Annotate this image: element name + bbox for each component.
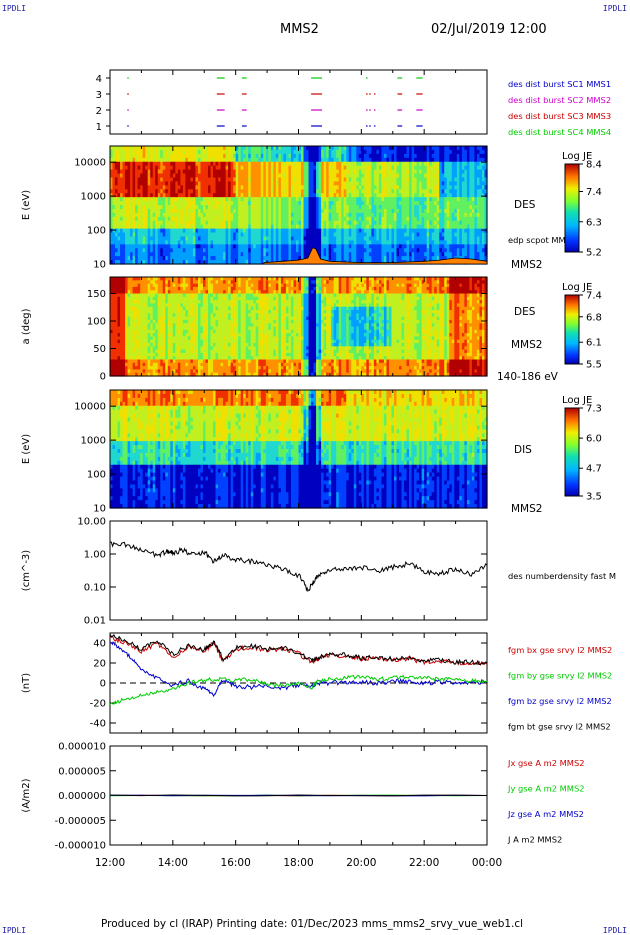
y-tick-label: 2 <box>96 106 102 117</box>
des-energy-sc-label: MMS2 <box>511 259 542 271</box>
y-tick-label: 100 <box>87 226 106 237</box>
y-tick-label: 10000 <box>74 158 106 169</box>
burst-legend-entry: des dist burst SC4 MMS4 <box>508 127 611 137</box>
des-pitch-heatmap <box>110 277 488 377</box>
y-tick-label: 4 <box>96 74 102 85</box>
des-energy-heatmap <box>110 146 488 265</box>
burst-legend-entry: des dist burst SC1 MMS1 <box>508 79 611 89</box>
y-tick-label: 1000 <box>81 192 106 203</box>
burst-panel-frame <box>110 70 487 134</box>
y-tick-label: 3 <box>96 90 102 101</box>
colorbar-tick-label: 6.3 <box>586 217 602 228</box>
des-label: DES <box>514 199 536 211</box>
colorbar <box>565 164 579 252</box>
colorbar-tick-label: 5.2 <box>586 248 602 259</box>
colorbar-tick-label: 8.4 <box>586 160 602 171</box>
burst-legend-entry: des dist burst SC3 MMS3 <box>508 111 611 121</box>
y-tick-label: 10 <box>93 260 106 271</box>
colorbar-tick-label: 7.4 <box>586 187 602 198</box>
y-axis-label: E (eV) <box>21 190 32 220</box>
y-tick-label: 1 <box>96 122 102 133</box>
burst-legend-entry: des dist burst SC2 MMS2 <box>508 95 611 105</box>
